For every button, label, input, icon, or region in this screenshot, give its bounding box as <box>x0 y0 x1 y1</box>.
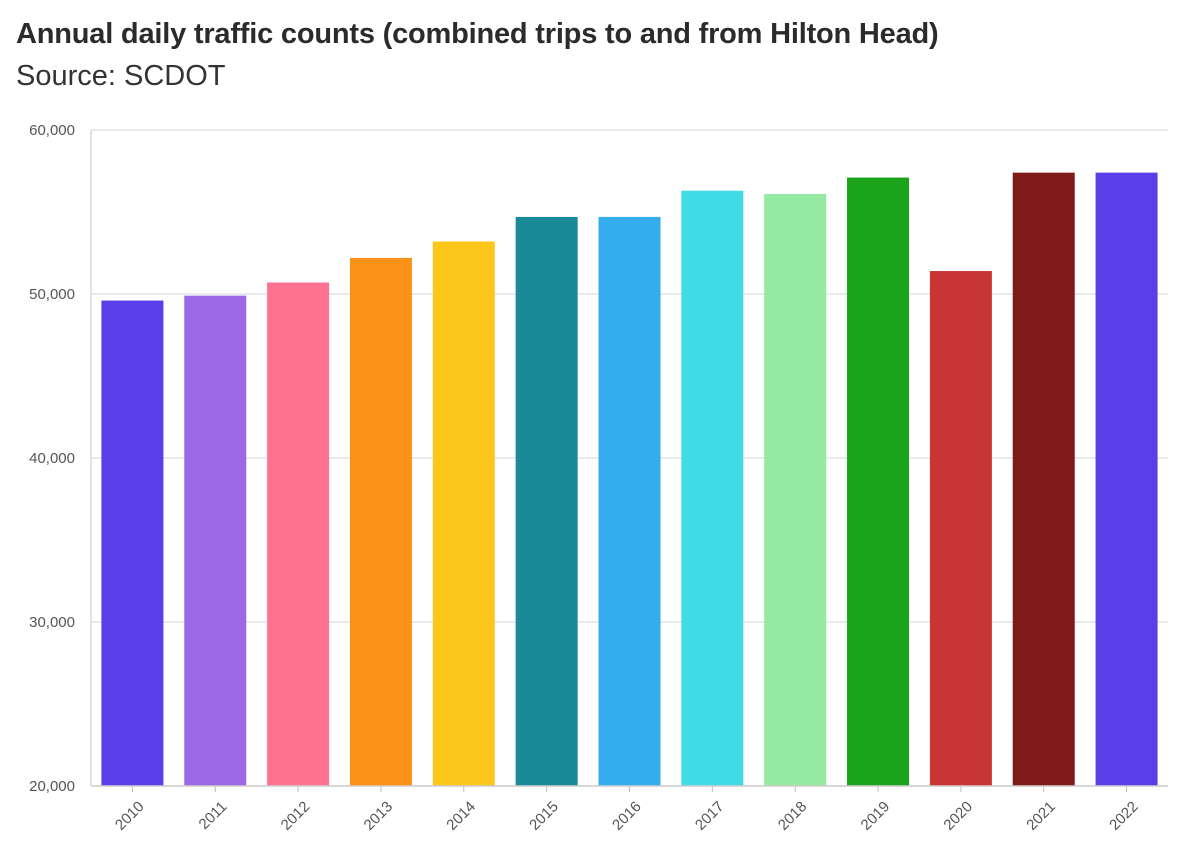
x-tick-label: 2019 <box>858 798 894 834</box>
y-tick-label: 30,000 <box>29 614 75 631</box>
chart-subtitle: Source: SCDOT <box>16 60 226 92</box>
x-tick-label: 2015 <box>526 798 562 834</box>
bar-2014 <box>432 241 495 786</box>
x-tick-label: 2013 <box>361 798 397 834</box>
y-tick-label: 60,000 <box>29 122 75 139</box>
bar-2012 <box>267 282 330 786</box>
y-tick-label: 40,000 <box>29 450 75 467</box>
x-tick-label: 2020 <box>940 798 976 834</box>
x-tick-label: 2022 <box>1106 798 1142 834</box>
x-tick-label: 2012 <box>278 798 314 834</box>
y-tick-label: 20,000 <box>29 778 75 795</box>
x-tick-label: 2016 <box>609 798 645 834</box>
bar-2020 <box>929 271 992 786</box>
bar-2018 <box>764 193 827 786</box>
x-tick-label: 2014 <box>443 798 479 834</box>
x-tick-label: 2021 <box>1023 798 1059 834</box>
bar-2010 <box>101 300 164 786</box>
bar-2011 <box>184 295 247 786</box>
bar-2021 <box>1012 172 1075 786</box>
x-axis: 2010 2011 2012 2013 2014 2015 2016 2017 2018 2019… <box>91 785 1168 834</box>
bar-2016 <box>598 216 661 787</box>
x-tick-label: 2017 <box>692 798 728 834</box>
x-tick-label: 2011 <box>196 798 231 833</box>
bars <box>101 172 1158 787</box>
bar-2022 <box>1095 172 1158 786</box>
x-tick-label: 2010 <box>112 798 148 834</box>
y-tick-label: 50,000 <box>29 286 75 303</box>
bar-2017 <box>681 190 744 786</box>
x-tick-label: 2018 <box>775 798 811 834</box>
bar-2019 <box>847 177 910 786</box>
bar-2015 <box>515 216 578 787</box>
chart-title: Annual daily traffic counts (combined tr… <box>16 18 939 50</box>
bar-2013 <box>349 257 412 786</box>
y-axis: 20,000 30,000 40,000 50,000 60,000 <box>29 122 92 795</box>
